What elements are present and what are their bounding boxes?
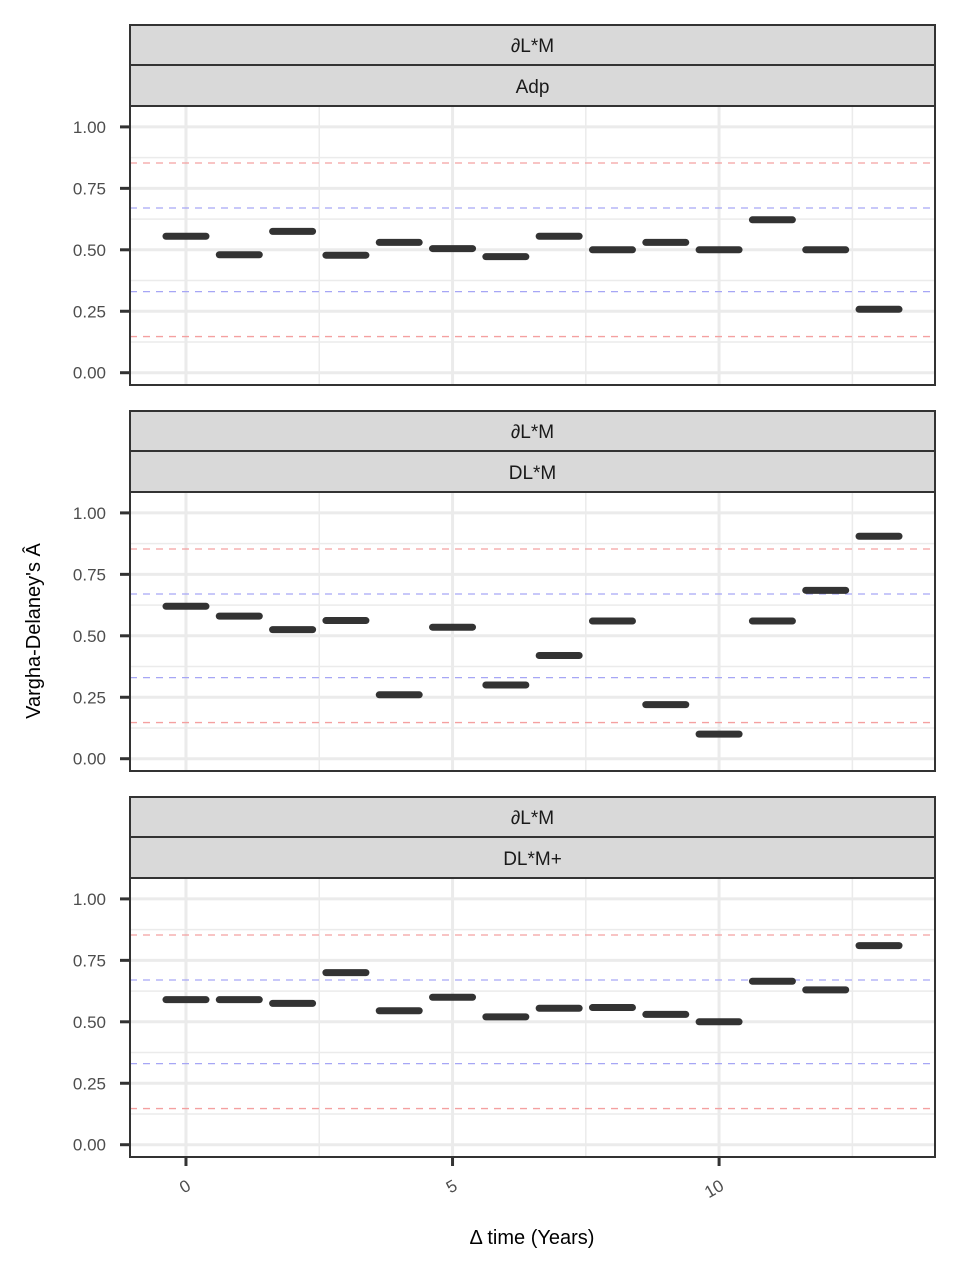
panel-border [130, 106, 935, 385]
y-tick-label: 0.25 [73, 1074, 106, 1093]
y-tick-label: 0.00 [73, 1136, 106, 1155]
x-tick-label: 5 [443, 1176, 461, 1197]
y-tick-label: 0.75 [73, 951, 106, 970]
y-tick-label: 0.25 [73, 302, 106, 321]
strip-top-label: ∂L*M [511, 36, 554, 57]
panel-2: ∂L*M DL*M 0.00 0.25 0.50 0.75 1.00 [73, 411, 935, 771]
y-tick-label: 0.00 [73, 364, 106, 383]
x-axis-title: Δ time (Years) [470, 1227, 595, 1249]
y-tick-label: 0.75 [73, 179, 106, 198]
y-tick-label: 0.50 [73, 241, 106, 260]
y-tick-label: 0.25 [73, 688, 106, 707]
strip-top-label: ∂L*M [511, 422, 554, 443]
y-tick-label: 0.50 [73, 1013, 106, 1032]
y-tick-label: 1.00 [73, 504, 106, 523]
y-tick-label: 1.00 [73, 118, 106, 137]
strip-bottom-label: DL*M [509, 463, 557, 484]
x-tick-label: 10 [701, 1176, 727, 1202]
y-axis-title: Vargha-Delaney's Â [22, 542, 45, 718]
panel-border [130, 878, 935, 1157]
strip-bottom-label: DL*M+ [503, 849, 562, 870]
x-tick-label: 0 [176, 1176, 194, 1197]
y-tick-label: 0.75 [73, 565, 106, 584]
y-tick-label: 0.00 [73, 750, 106, 769]
y-tick-label: 1.00 [73, 890, 106, 909]
y-tick-label: 0.50 [73, 627, 106, 646]
panel-border [130, 492, 935, 771]
panel-1: ∂L*M Adp 0.00 0.25 0.50 0.75 1.00 [73, 25, 935, 385]
panel-3: ∂L*M DL*M+ 0.00 0.25 0.50 0.75 1.00 [73, 797, 935, 1157]
strip-bottom-label: Adp [516, 77, 550, 98]
strip-top-label: ∂L*M [511, 808, 554, 829]
